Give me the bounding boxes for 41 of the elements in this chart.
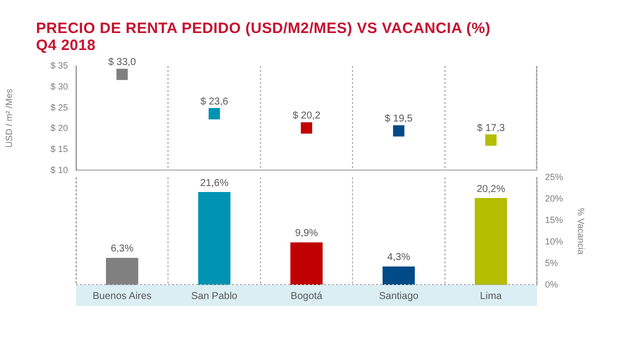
y-tick-label: $ 35 <box>50 60 68 70</box>
y-tick-label: $ 10 <box>50 165 68 176</box>
point <box>485 134 497 146</box>
bar <box>106 258 138 285</box>
y-tick-label: $ 15 <box>50 144 68 154</box>
y-axis-title: USD / m² /Mes <box>4 88 14 148</box>
y2-axis-title: % Vacancia <box>576 208 586 255</box>
data-label: 21,6% <box>200 178 229 189</box>
x-tick-label: Santiago <box>378 290 419 302</box>
bar <box>474 198 508 285</box>
data-label: $ 17,3 <box>476 122 506 134</box>
point <box>116 68 128 80</box>
data-label: 20,2% <box>476 184 506 195</box>
bar <box>198 192 230 285</box>
point <box>208 108 220 120</box>
y2-tick-label: 25% <box>545 172 564 182</box>
y-tick-label: $ 25 <box>50 102 68 112</box>
chart-title: PRECIO DE RENTA PEDIDO (USD/M2/MES) VS VACANCIA (%) <box>36 20 490 37</box>
data-label: 6,3% <box>110 244 134 255</box>
data-label: 4,3% <box>387 252 410 264</box>
y2-tick-label: 15% <box>545 214 564 225</box>
y2-tick-label: 20% <box>545 193 564 204</box>
y-tick-label: $ 30 <box>50 81 68 92</box>
x-tick-label: Lima <box>480 290 502 302</box>
chart-subtitle: Q4 2018 <box>36 37 96 54</box>
data-label: 9,9% <box>295 228 318 240</box>
bar <box>382 266 415 285</box>
y-tick-label: $ 20 <box>50 123 68 134</box>
data-label: $ 20,2 <box>292 110 321 122</box>
data-label: $ 19,5 <box>384 114 414 125</box>
point <box>300 122 312 134</box>
data-label: $ 33,0 <box>108 57 136 68</box>
point <box>393 125 404 137</box>
y2-tick-label: 10% <box>545 236 564 246</box>
y2-tick-label: 5% <box>545 258 558 268</box>
y2-tick-label: 0% <box>545 279 558 290</box>
bar <box>290 242 323 285</box>
x-tick-label: Bogotá <box>290 290 323 302</box>
x-tick-label: San Pablo <box>191 290 238 302</box>
data-label: $ 23,6 <box>200 96 229 108</box>
x-tick-label: Buenos Aires <box>92 290 152 302</box>
